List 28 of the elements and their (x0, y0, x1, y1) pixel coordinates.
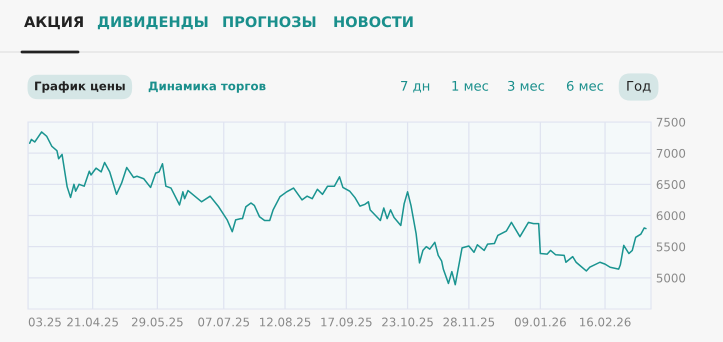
text: Динамика торгов (148, 82, 266, 93)
y-tick-label: 7000 (656, 148, 686, 158)
y-tick-label: 6500 (656, 180, 686, 189)
text: 3 мес (508, 80, 544, 91)
x-tick-label: 23.10.25 (382, 318, 433, 326)
x-tick-label: 03.25 (28, 318, 61, 326)
y-tick-label: 5500 (656, 242, 686, 252)
x-tick-label: 21.04.25 (67, 318, 118, 326)
x-tick-label: 07.07.25 (198, 318, 250, 326)
line-series (28, 131, 647, 286)
text: ДИВИДЕНДЫ (98, 16, 208, 30)
text: 7 дн (401, 81, 430, 92)
text: График цены (35, 81, 125, 93)
x-tick-label: 28.11.25 (443, 318, 494, 326)
x-tick-label: 29.05.25 (132, 318, 183, 326)
text: ПРОГНОЗЫ (223, 16, 316, 28)
y-tick-label: 5000 (656, 274, 686, 282)
y-tick-label: 6000 (656, 211, 686, 220)
x-tick-label: 17.09.25 (321, 318, 372, 326)
x-tick-label: 09.01.26 (514, 318, 566, 326)
text: 1 мес (452, 81, 488, 91)
text: 6 мес (566, 80, 604, 91)
text: НОВОСТИ (334, 16, 413, 28)
text: Год (627, 81, 651, 92)
x-tick-label: 12.08.25 (260, 318, 310, 326)
text: АКЦИЯ (24, 16, 83, 30)
y-tick-label: 7500 (656, 118, 686, 127)
x-tick-label: 16.02.26 (580, 318, 631, 326)
